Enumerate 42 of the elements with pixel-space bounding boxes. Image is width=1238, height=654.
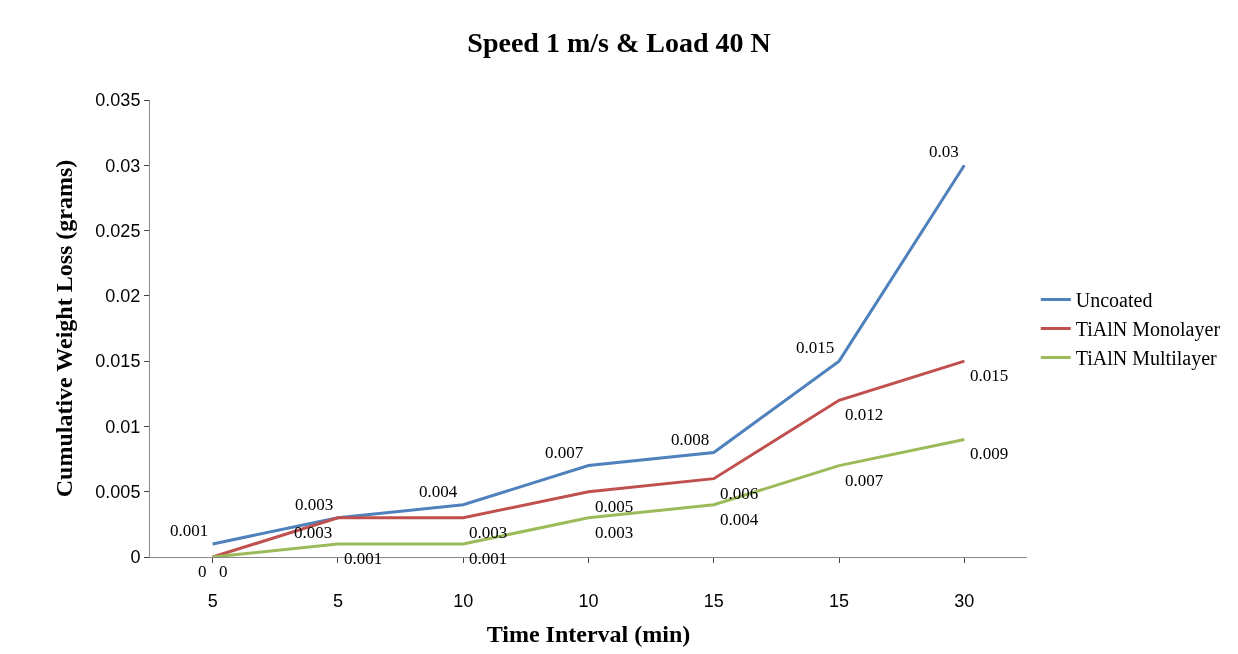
legend-label: Uncoated: [1075, 289, 1153, 312]
x-tick-label: 15: [829, 590, 850, 611]
x-tick-label: 5: [207, 590, 218, 611]
y-tick-label: 0: [130, 547, 141, 568]
data-label: 0.003: [295, 495, 334, 514]
y-tick-label: 0.005: [95, 482, 141, 503]
data-label: 0.004: [419, 482, 458, 501]
x-tick-label: 10: [453, 590, 474, 611]
data-label: 0.004: [720, 510, 759, 529]
data-label: 0.03: [929, 142, 959, 161]
data-label: 0.001: [344, 549, 383, 568]
data-label: 0.012: [845, 405, 884, 424]
x-tick-label: 30: [954, 590, 975, 611]
data-label: 0.015: [970, 366, 1009, 385]
y-tick-label: 0.015: [95, 351, 141, 372]
x-tick-label: 10: [578, 590, 599, 611]
legend-label: TiAlN Monolayer: [1075, 318, 1221, 342]
y-tick-label: 0.025: [95, 220, 141, 241]
x-tick-label: 15: [703, 590, 724, 611]
data-label: 0.003: [294, 523, 333, 542]
data-label: 0.009: [970, 444, 1009, 463]
y-tick-label: 0.02: [105, 286, 141, 307]
data-label: 0.003: [469, 523, 508, 542]
data-label: 0.001: [170, 521, 209, 540]
x-axis-title: Time Interval (min): [486, 620, 691, 647]
data-label: 0.003: [595, 523, 634, 542]
data-label: 0.001: [469, 549, 508, 568]
legend-label: TiAlN Multilayer: [1075, 347, 1218, 371]
y-tick-label: 0.03: [105, 155, 141, 176]
y-axis-title: Cumulative Weight Loss (grams): [51, 159, 78, 498]
data-label: 0.007: [545, 443, 584, 462]
chart-title: Speed 1 m/s & Load 40 N: [467, 27, 771, 59]
y-tick-label: 0.01: [105, 416, 141, 437]
data-label: 0.008: [671, 430, 710, 449]
line-series: [211, 163, 966, 546]
data-label: 0.007: [845, 471, 884, 490]
data-label: 0: [198, 562, 207, 581]
data-label: 0: [219, 562, 228, 581]
x-tick-label: 5: [332, 590, 343, 611]
data-label: 0.005: [595, 497, 634, 516]
y-tick-label: 0.035: [95, 90, 141, 111]
data-label: 0.015: [796, 338, 835, 357]
